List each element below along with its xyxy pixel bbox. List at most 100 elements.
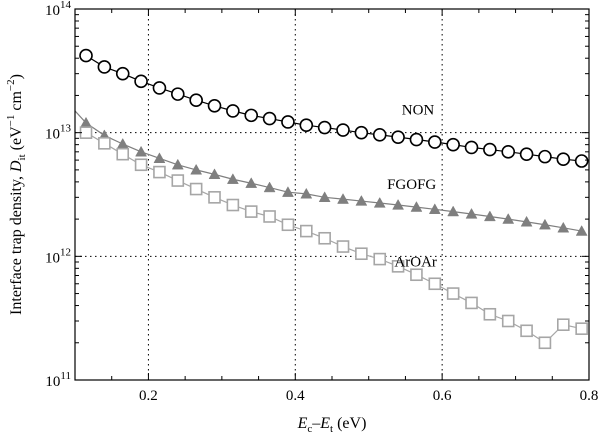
data-point [372, 128, 387, 142]
data-point [446, 137, 460, 152]
data-point [502, 213, 515, 224]
data-point [575, 322, 588, 335]
x-tick-label: 0.4 [286, 388, 305, 404]
data-point [226, 104, 240, 118]
y-tick-label: 1011 [45, 370, 71, 390]
data-point [98, 137, 111, 150]
data-point [318, 191, 331, 202]
series-line [85, 132, 582, 344]
data-point [153, 165, 166, 179]
data-point [447, 205, 460, 217]
data-point [152, 81, 167, 95]
data-point [207, 98, 222, 113]
data-point [317, 120, 332, 135]
data-point [557, 221, 570, 233]
data-point [336, 240, 350, 253]
data-point [556, 318, 570, 332]
series-label-aroar: ArOAr [394, 254, 437, 270]
data-point [428, 277, 442, 291]
data-point [116, 147, 130, 161]
data-point [520, 215, 533, 227]
data-point [373, 252, 387, 266]
data-point [483, 210, 496, 222]
data-point [391, 130, 405, 144]
series-line [85, 55, 582, 162]
data-point [299, 118, 314, 132]
data-point [189, 182, 203, 196]
grid-lines [75, 9, 589, 380]
data-point [134, 158, 148, 172]
data-point [171, 174, 185, 187]
data-point [190, 163, 203, 175]
data-point [208, 168, 221, 180]
data-point [337, 193, 349, 204]
data-point [574, 154, 589, 168]
data-point [427, 135, 442, 149]
data-point [116, 137, 129, 149]
series-aroar [79, 126, 588, 350]
data-point [538, 149, 552, 164]
data-point [226, 173, 239, 184]
data-point [134, 74, 148, 89]
x-tick-label: 0.8 [580, 388, 599, 404]
series-label-fgofg: FGOFG [387, 177, 436, 193]
data-point [391, 260, 405, 273]
data-point [519, 147, 534, 161]
data-point [79, 126, 93, 139]
y-tick-label: 1014 [45, 0, 72, 19]
data-point [79, 48, 93, 63]
data-point [171, 158, 184, 170]
data-point [520, 324, 533, 338]
x-axis-title: Ec–Et (eV) [297, 415, 367, 435]
series-layer [74, 48, 589, 350]
data-point [189, 93, 203, 108]
data-point [501, 314, 515, 328]
data-point [355, 195, 368, 206]
data-point [97, 60, 112, 74]
series-label-non: NON [402, 103, 435, 119]
data-point [465, 296, 478, 310]
data-point [245, 177, 258, 188]
data-point [244, 108, 259, 123]
data-point [318, 231, 331, 245]
data-point [483, 142, 497, 157]
data-point [262, 111, 277, 126]
data-point [153, 152, 166, 163]
data-point [263, 210, 276, 223]
data-point [281, 115, 295, 129]
data-point [282, 186, 294, 197]
data-point [575, 225, 588, 236]
data-point [539, 218, 551, 230]
data-point [355, 247, 368, 261]
data-point [392, 199, 405, 210]
data-point [135, 145, 148, 157]
data-point [171, 87, 185, 101]
data-point [410, 268, 423, 282]
data-point [244, 205, 258, 218]
data-point [464, 140, 479, 155]
axis-ticks [74, 9, 590, 381]
x-tick-label: 0.6 [433, 388, 452, 404]
data-point [446, 287, 460, 300]
data-point [483, 307, 497, 321]
data-point [373, 196, 386, 208]
data-point [538, 336, 552, 350]
data-point [556, 152, 571, 167]
data-point [465, 207, 478, 219]
data-point [226, 198, 240, 212]
data-point [336, 123, 350, 137]
data-point [299, 224, 313, 238]
data-point [115, 66, 130, 81]
data-point [501, 145, 516, 159]
data-point [428, 203, 441, 214]
y-axis-title: Interface trap density, Dit (eV−1 cm−2) [5, 74, 28, 315]
x-tick-label: 0.2 [139, 388, 158, 404]
data-point [409, 132, 424, 147]
data-point [410, 201, 423, 212]
data-point [281, 218, 295, 232]
y-tick-label: 1012 [45, 246, 71, 266]
data-point [263, 181, 276, 193]
data-point [208, 191, 221, 204]
y-tick-label: 1013 [45, 123, 72, 143]
